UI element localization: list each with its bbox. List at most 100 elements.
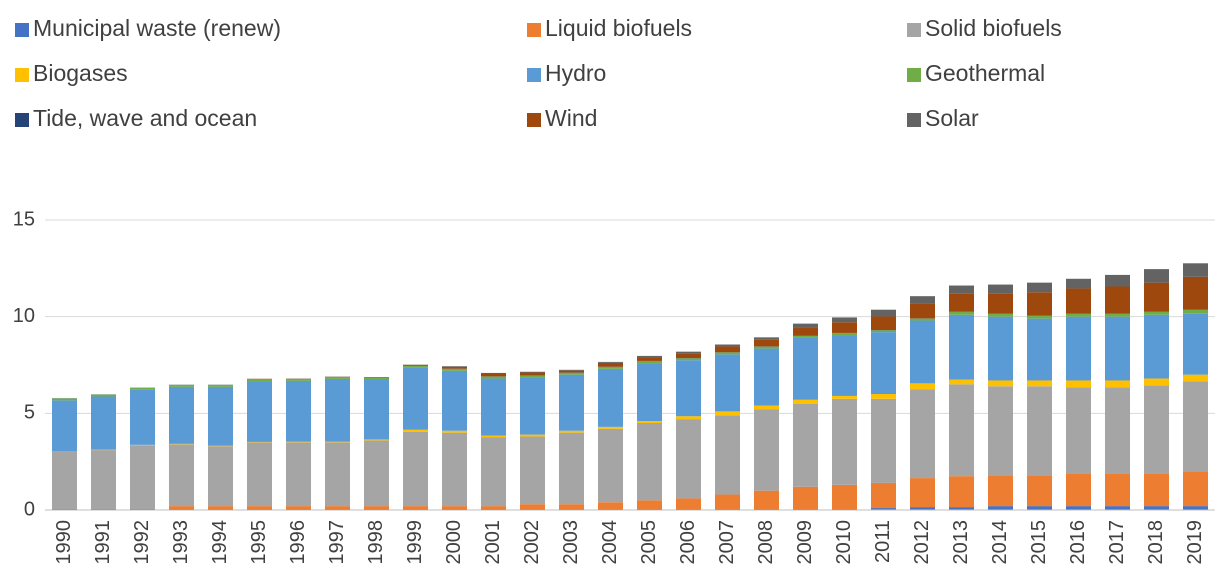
bar-segment	[988, 386, 1013, 476]
bar-segment	[1027, 315, 1052, 319]
bar-segment	[559, 374, 584, 431]
bar-segment	[832, 322, 857, 333]
bar-segment	[988, 475, 1013, 507]
y-tick-label: 10	[13, 305, 35, 327]
bar-segment	[403, 429, 428, 432]
x-tick-label: 2000	[443, 520, 465, 565]
legend-swatch	[527, 113, 541, 127]
bar-segment	[793, 336, 818, 338]
bar-segment	[91, 394, 116, 397]
x-tick-label: 2010	[833, 520, 855, 565]
bar-segment	[1183, 374, 1208, 382]
bar-segment	[598, 428, 623, 503]
bar-segment	[1066, 316, 1091, 381]
legend-label: Geothermal	[925, 60, 1045, 86]
bar-segment	[754, 339, 779, 347]
bar-segment	[520, 377, 545, 435]
bar-segment	[1144, 378, 1169, 386]
bar-segment	[364, 439, 389, 441]
bar-segment	[559, 370, 584, 373]
legend-label: Hydro	[545, 60, 606, 86]
bar-segment	[793, 403, 818, 487]
bar-segment	[1027, 282, 1052, 293]
bar-segment	[949, 314, 974, 380]
bar-segment	[676, 416, 701, 420]
bar-segment	[598, 366, 623, 369]
bar-segment	[715, 352, 740, 355]
bar-segment	[637, 421, 662, 423]
bar-segment	[286, 441, 311, 443]
bar-segment	[520, 504, 545, 510]
bar-segment	[364, 377, 389, 380]
bar-segment	[949, 384, 974, 477]
bar-segment	[949, 507, 974, 510]
bar-segment	[1144, 311, 1169, 315]
bar-segment	[1066, 473, 1091, 507]
bar-segment	[364, 379, 389, 440]
bar-segment	[871, 316, 896, 331]
x-tick-label: 1995	[248, 520, 270, 565]
x-tick-label: 2002	[521, 520, 543, 565]
bar-segment	[637, 357, 662, 361]
x-tick-label: 2001	[482, 520, 504, 565]
bar-segment	[1144, 473, 1169, 507]
bar-segment	[754, 348, 779, 406]
bar-segment	[442, 366, 467, 367]
bar-segment	[52, 398, 77, 401]
legend-label: Liquid biofuels	[545, 15, 692, 41]
bar-segment	[1183, 506, 1208, 510]
bar-segment	[832, 395, 857, 399]
x-tick-label: 1997	[326, 520, 348, 565]
bar-segment	[520, 371, 545, 373]
bar-segment	[754, 337, 779, 340]
bar-segment	[91, 450, 116, 510]
bar-segment	[832, 398, 857, 485]
legend-swatch	[15, 23, 29, 37]
bar-segment	[1105, 274, 1130, 287]
y-tick-label: 0	[24, 498, 35, 520]
bar-segment	[130, 389, 155, 445]
bar-segment	[637, 423, 662, 501]
bar-segment	[676, 498, 701, 510]
bar-segment	[286, 506, 311, 510]
bar-segment	[910, 478, 935, 508]
legend-swatch	[527, 23, 541, 37]
bar-segment	[871, 394, 896, 399]
bar-segment	[754, 409, 779, 491]
bar-segment	[247, 442, 272, 507]
bar-segment	[91, 396, 116, 450]
bar-segment	[442, 370, 467, 431]
bar-segment	[559, 432, 584, 505]
bar-segment	[520, 372, 545, 376]
bar-segment	[364, 506, 389, 510]
bar-segment	[247, 379, 272, 382]
bar-segment	[1144, 314, 1169, 379]
bar-segment	[481, 372, 506, 374]
bar-segment	[559, 369, 584, 371]
bar-segment	[481, 373, 506, 377]
bar-segment	[1105, 380, 1130, 388]
bar-segment	[676, 353, 701, 359]
bar-segment	[793, 399, 818, 404]
bar-segment	[988, 313, 1013, 317]
x-tick-label: 2006	[677, 520, 699, 565]
bar-segment	[1066, 278, 1091, 289]
legend-label: Solar	[925, 105, 979, 131]
bar-segment	[481, 378, 506, 436]
bar-segment	[910, 383, 935, 390]
bar-segment	[910, 296, 935, 304]
x-tick-label: 2014	[989, 520, 1011, 565]
bar-segment	[169, 506, 194, 510]
x-tick-label: 2019	[1184, 520, 1206, 565]
bar-segment	[442, 506, 467, 510]
bar-segment	[832, 335, 857, 396]
bar-segment	[715, 494, 740, 510]
bar-segment	[910, 507, 935, 510]
bar-segment	[988, 293, 1013, 314]
bar-segment	[871, 330, 896, 333]
bar-segment	[598, 502, 623, 510]
bar-segment	[1027, 318, 1052, 381]
bar-segment	[325, 378, 350, 442]
bar-segment	[559, 372, 584, 375]
